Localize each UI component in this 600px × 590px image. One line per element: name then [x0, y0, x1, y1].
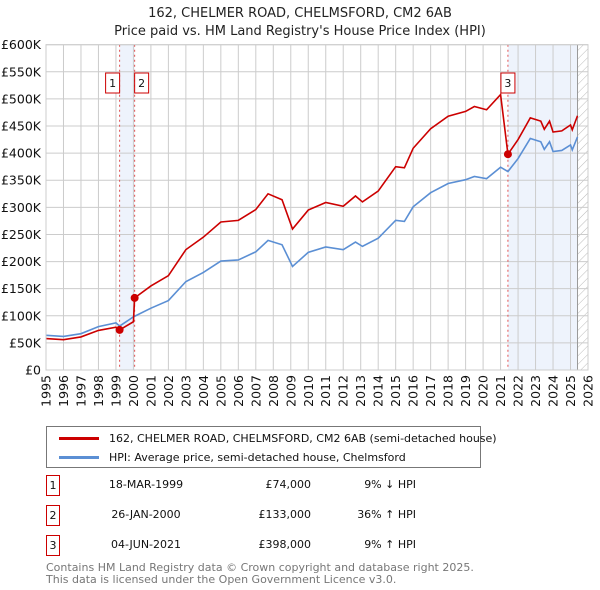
sale-label: 1 [109, 77, 116, 90]
x-tick-label: 2001 [143, 375, 158, 407]
x-tick-label: 2017 [423, 375, 438, 407]
x-tick-label: 1995 [39, 375, 54, 407]
sale-label-box [134, 72, 150, 94]
price-chart: 162, CHELMER ROAD, CHELMSFORD, CM2 6AB P… [1, 6, 596, 407]
x-tick-label: 2010 [301, 375, 316, 407]
x-tick-label: 2015 [388, 375, 403, 407]
transaction-hpi-delta: 9% ↑ HPI [364, 538, 416, 551]
y-tick-label: £600K [1, 37, 42, 52]
x-tick-label: 2020 [476, 375, 491, 407]
x-tick-label: 2006 [231, 375, 246, 407]
transaction-date: 04-JUN-2021 [110, 538, 182, 551]
footer-line: Contains HM Land Registry data © Crown c… [46, 561, 474, 574]
y-tick-label: £400K [1, 146, 42, 161]
x-tick-label: 2023 [528, 375, 543, 407]
x-tick-label: 2026 [581, 375, 596, 407]
transaction-hpi-delta: 36% ↑ HPI [357, 508, 416, 521]
sale-label-box [500, 72, 516, 94]
x-tick-label: 2025 [563, 375, 578, 407]
x-tick-label: 1997 [73, 375, 88, 407]
y-tick-label: £450K [1, 119, 42, 134]
transaction-row: 1 18-MAR-1999 £74,000 9% ↓ HPI [46, 475, 466, 496]
x-tick-label: 2005 [213, 375, 228, 407]
transaction-badge: 3 [46, 535, 60, 556]
x-tick-label: 2002 [161, 375, 176, 407]
transaction-hpi-delta: 9% ↓ HPI [364, 478, 416, 491]
transaction-price: £398,000 [258, 538, 312, 551]
sale-point [115, 325, 124, 334]
transaction-price: £133,000 [258, 508, 312, 521]
x-tick-label: 2016 [406, 375, 421, 407]
y-tick-label: £350K [1, 173, 42, 188]
x-tick-label: 2013 [353, 375, 368, 407]
y-tick-label: £150K [1, 281, 42, 296]
sale-label: 2 [138, 77, 145, 90]
transaction-row: 3 04-JUN-2021 £398,000 9% ↑ HPI [46, 535, 466, 556]
x-tick-label: 2018 [441, 375, 456, 407]
y-tick-label: £250K [1, 227, 42, 242]
x-tick-label: 2007 [248, 375, 263, 407]
transaction-date: 18-MAR-1999 [108, 478, 184, 491]
legend-label: HPI: Average price, semi-detached house,… [109, 450, 406, 464]
x-tick-label: 1999 [108, 375, 123, 407]
x-tick-label: 2019 [458, 375, 473, 407]
x-tick-label: 1996 [56, 375, 71, 407]
sale-label: 3 [504, 77, 511, 90]
plot-border [45, 44, 589, 371]
sale-label-box [105, 72, 121, 94]
legend: 162, CHELMER ROAD, CHELMSFORD, CM2 6AB (… [46, 426, 497, 468]
y-tick-label: £100K [1, 308, 42, 323]
y-tick-label: £500K [1, 91, 42, 106]
legend-label: 162, CHELMER ROAD, CHELMSFORD, CM2 6AB (… [109, 431, 497, 445]
x-tick-label: 2024 [546, 375, 561, 407]
x-tick-label: 1998 [91, 375, 106, 407]
series-line [45, 136, 579, 338]
legend-swatch-blue [59, 455, 99, 459]
transaction-date: 26-JAN-2000 [111, 508, 181, 521]
x-tick-label: 2014 [371, 375, 386, 407]
y-tick-label: £550K [1, 64, 42, 79]
x-tick-label: 2021 [493, 375, 508, 407]
footer: Contains HM Land Registry data © Crown c… [46, 562, 474, 586]
x-tick-label: 2011 [318, 375, 333, 407]
legend-swatch-red [59, 436, 99, 440]
transaction-badge: 2 [46, 505, 60, 526]
transaction-price: £74,000 [265, 478, 312, 491]
x-tick-label: 2004 [196, 375, 211, 407]
transaction-badge: 1 [46, 475, 60, 496]
y-tick-label: £0 [25, 363, 41, 378]
x-tick-label: 2022 [511, 375, 526, 407]
sale-point [503, 150, 512, 159]
legend-item-hpi: HPI: Average price, semi-detached house,… [59, 448, 406, 466]
footer-line: This data is licensed under the Open Gov… [46, 573, 397, 586]
transaction-row: 2 26-JAN-2000 £133,000 36% ↑ HPI [46, 505, 466, 526]
x-tick-label: 2009 [283, 375, 298, 407]
chart-subtitle: Price paid vs. HM Land Registry's House … [114, 24, 486, 39]
sale-point [130, 293, 139, 302]
x-tick-label: 2000 [126, 375, 141, 407]
x-tick-label: 2003 [178, 375, 193, 407]
x-tick-label: 2012 [336, 375, 351, 407]
chart-title: 162, CHELMER ROAD, CHELMSFORD, CM2 6AB [148, 6, 452, 21]
legend-item-property: 162, CHELMER ROAD, CHELMSFORD, CM2 6AB (… [59, 429, 497, 447]
y-tick-label: £50K [9, 335, 42, 350]
y-tick-label: £200K [1, 254, 42, 269]
y-tick-label: £300K [1, 200, 42, 215]
x-tick-label: 2008 [266, 375, 281, 407]
